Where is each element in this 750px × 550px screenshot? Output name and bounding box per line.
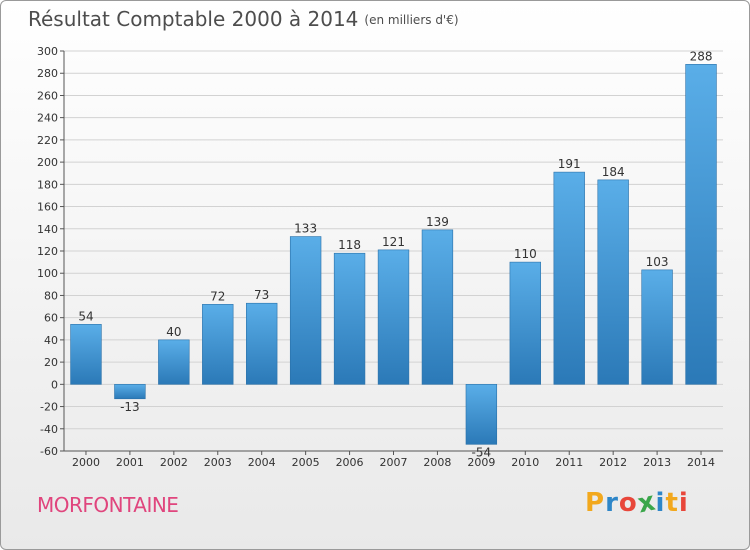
x-tick-label: 2004 <box>248 456 276 469</box>
y-tick-label: 40 <box>44 334 58 347</box>
logo-letter: i <box>678 488 689 518</box>
bar-value-label: 40 <box>166 325 181 339</box>
logo-letter: P <box>585 488 606 518</box>
logo-letter: t <box>665 488 679 518</box>
y-tick-label: 180 <box>37 178 58 191</box>
x-tick-label: 2012 <box>599 456 627 469</box>
y-tick-label: 200 <box>37 156 58 169</box>
bar <box>202 304 234 385</box>
y-tick-label: 280 <box>37 67 58 80</box>
chart-subtitle: (en milliers d'€) <box>364 13 459 27</box>
bar-value-label: 139 <box>426 215 449 229</box>
bar <box>114 384 146 400</box>
x-tick-label: 2009 <box>467 456 495 469</box>
logo-letter: o <box>618 488 638 518</box>
logo-letter: r <box>605 488 619 518</box>
x-tick-label: 2013 <box>643 456 671 469</box>
bar <box>333 252 366 385</box>
x-tick-label: 2007 <box>380 456 408 469</box>
commune-name: MORFONTAINE <box>37 493 179 517</box>
bar <box>685 64 717 385</box>
y-tick-label: 300 <box>37 45 58 58</box>
y-tick-label: 100 <box>37 267 58 280</box>
bar <box>641 269 673 385</box>
y-tick-label: 160 <box>37 201 58 214</box>
bar <box>246 302 278 385</box>
bar-value-label: 184 <box>602 165 625 179</box>
y-tick-label: -40 <box>40 423 58 436</box>
y-tick-label: 120 <box>37 245 58 258</box>
bar-value-label: 121 <box>382 235 405 249</box>
bar <box>465 384 498 445</box>
bar-value-label: 110 <box>514 247 537 261</box>
y-tick-label: -20 <box>40 401 58 414</box>
x-tick-label: 2005 <box>292 456 320 469</box>
bar <box>421 229 454 385</box>
bar <box>597 179 629 385</box>
chart-title-block: Résultat Comptable 2000 à 2014 (en millie… <box>28 7 459 31</box>
bar-value-label: 54 <box>78 309 93 323</box>
bar <box>158 339 190 385</box>
y-tick-label: 140 <box>37 223 58 236</box>
x-tick-label: 2010 <box>511 456 539 469</box>
bar <box>289 236 322 385</box>
bar-value-label: -13 <box>120 400 140 414</box>
x-tick-label: 2001 <box>116 456 144 469</box>
bar-value-label: 73 <box>254 288 269 302</box>
bar <box>553 171 585 385</box>
bar-value-label: 103 <box>646 255 669 269</box>
logo-letter: i <box>655 488 666 518</box>
bar-value-label: 288 <box>690 49 713 63</box>
bar <box>70 324 102 385</box>
x-tick-label: 2011 <box>555 456 583 469</box>
y-tick-label: 240 <box>37 112 58 125</box>
chart-title: Résultat Comptable 2000 à 2014 <box>28 7 359 31</box>
x-tick-label: 2008 <box>423 456 451 469</box>
x-tick-label: 2014 <box>687 456 715 469</box>
x-tick-label: 2003 <box>204 456 232 469</box>
bar-value-label: 72 <box>210 289 225 303</box>
y-tick-label: 260 <box>37 89 58 102</box>
bar-value-label: 118 <box>338 238 361 252</box>
y-tick-label: 80 <box>44 289 58 302</box>
bar <box>377 249 410 385</box>
bar <box>509 261 541 385</box>
x-tick-label: 2006 <box>336 456 364 469</box>
x-tick-label: 2002 <box>160 456 188 469</box>
y-tick-label: 0 <box>51 378 58 391</box>
y-tick-label: -60 <box>40 445 58 458</box>
bar-value-label: 191 <box>558 157 581 171</box>
y-tick-label: 220 <box>37 134 58 147</box>
x-tick-label: 2000 <box>72 456 100 469</box>
y-tick-label: 60 <box>44 312 58 325</box>
y-tick-label: 20 <box>44 356 58 369</box>
bar-value-label: 133 <box>294 222 317 236</box>
proxiti-logo: Proxiti <box>585 486 689 519</box>
